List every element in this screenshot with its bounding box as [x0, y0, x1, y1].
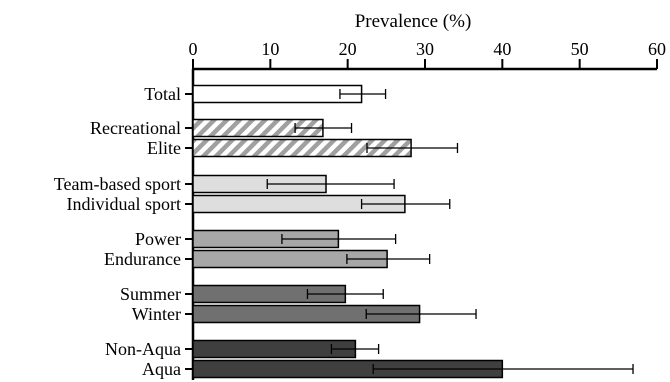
category-label: Endurance [104, 249, 181, 269]
bar [192, 84, 363, 104]
category-label: Recreational [90, 118, 181, 138]
x-tick-label: 20 [339, 39, 357, 59]
category-label: Non-Aqua [105, 339, 181, 359]
x-tick-label: 10 [261, 39, 279, 59]
x-tick-label: 0 [189, 39, 198, 59]
category-label: Power [135, 229, 181, 249]
category-label: Team-based sport [54, 174, 181, 194]
x-tick-label: 30 [416, 39, 434, 59]
category-label: Summer [120, 284, 181, 304]
category-label: Total [144, 84, 181, 104]
x-tick-label: 40 [493, 39, 511, 59]
chart-title: Prevalence (%) [355, 11, 472, 32]
x-tick-label: 60 [648, 39, 666, 59]
category-label: Individual sport [67, 194, 182, 214]
category-label: Winter [132, 304, 181, 324]
category-label: Elite [147, 138, 181, 158]
bars [185, 84, 634, 379]
category-label: Aqua [142, 359, 181, 379]
x-tick-label: 50 [571, 39, 589, 59]
